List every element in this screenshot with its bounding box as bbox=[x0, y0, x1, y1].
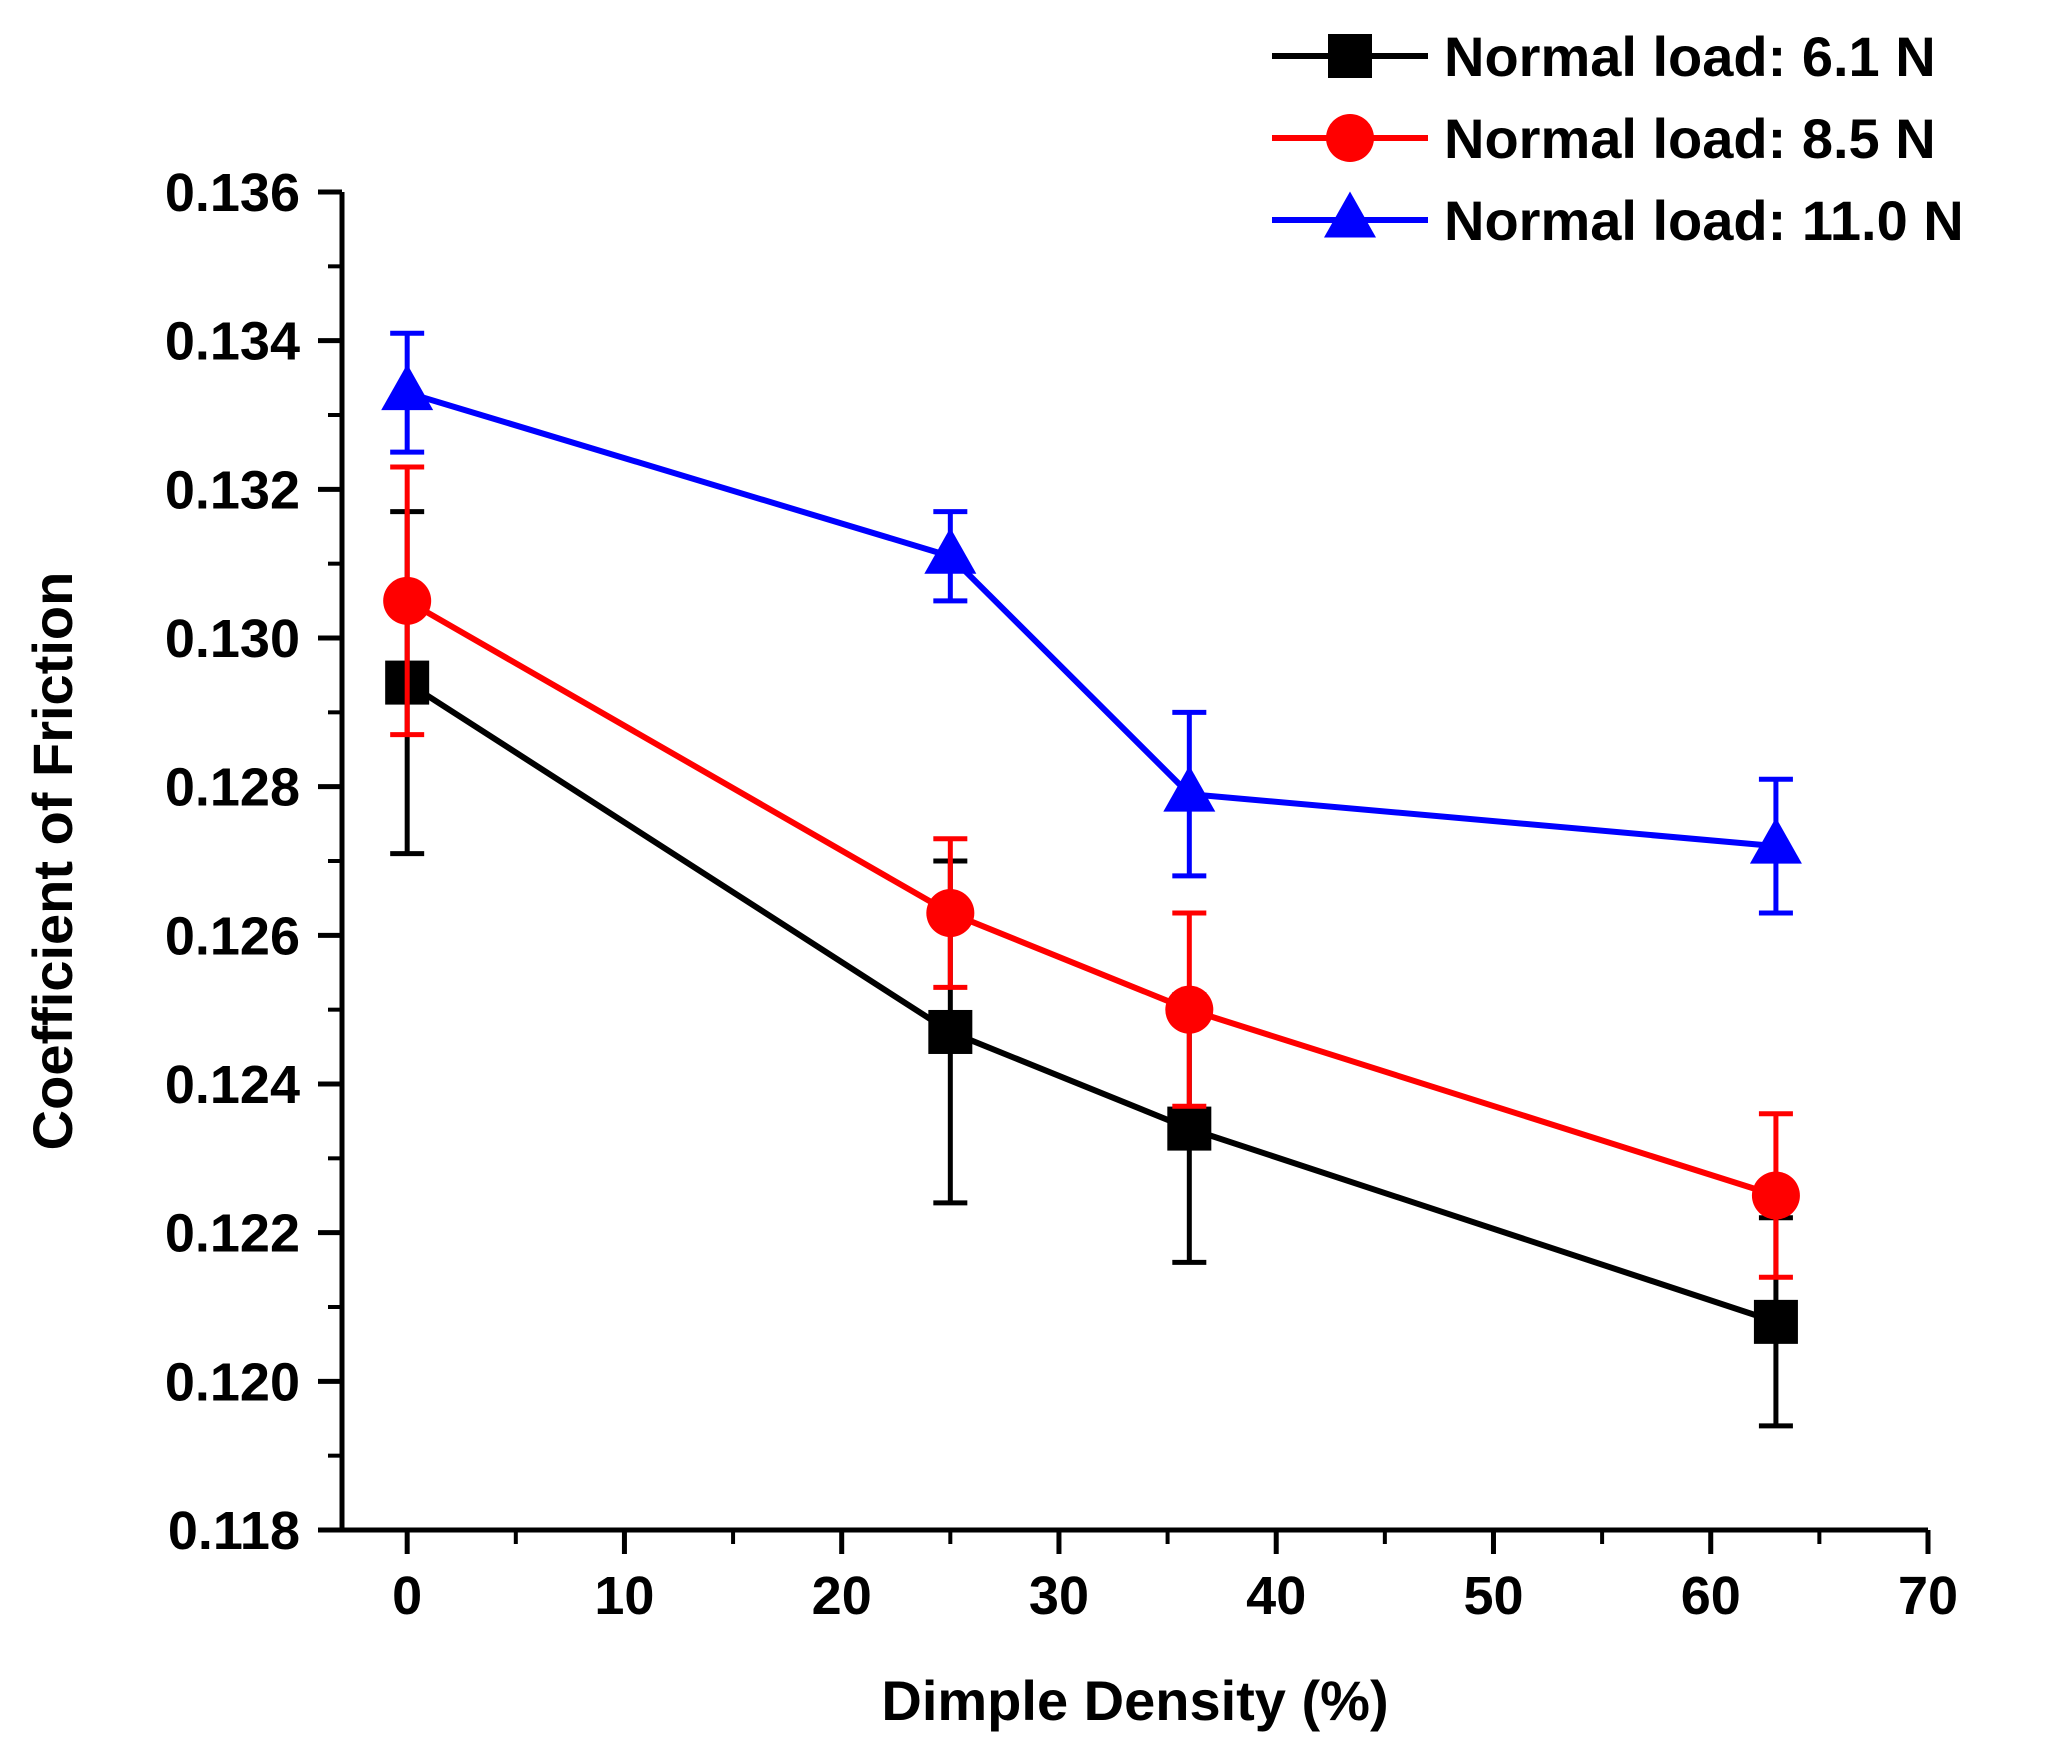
data-point bbox=[1167, 1106, 1212, 1151]
series-3 bbox=[381, 330, 1802, 916]
x-tick-label: 60 bbox=[1681, 1566, 1741, 1626]
y-tick-label: 0.132 bbox=[165, 460, 300, 520]
legend-item-1: Normal load: 6.1 N bbox=[1272, 25, 1936, 88]
x-axis-title: Dimple Density (%) bbox=[881, 1669, 1388, 1732]
legend-item-3: Normal load: 11.0 N bbox=[1272, 189, 1964, 252]
series-line bbox=[405, 598, 1777, 1199]
data-point bbox=[928, 1009, 973, 1054]
y-tick-label: 0.128 bbox=[165, 758, 300, 818]
data-point bbox=[1753, 1299, 1798, 1344]
y-tick-label: 0.122 bbox=[165, 1204, 300, 1264]
x-tick-label: 30 bbox=[1029, 1566, 1089, 1626]
x-tick-label: 20 bbox=[812, 1566, 872, 1626]
data-point bbox=[924, 527, 977, 574]
legend-marker bbox=[1324, 191, 1376, 238]
legend-label: Normal load: 11.0 N bbox=[1444, 189, 1964, 252]
series-layer bbox=[381, 330, 1802, 1429]
series-line bbox=[406, 389, 1777, 850]
y-tick-label: 0.134 bbox=[165, 312, 300, 372]
x-tick-label: 50 bbox=[1463, 1566, 1523, 1626]
data-point bbox=[1165, 985, 1214, 1034]
y-tick-label: 0.136 bbox=[165, 163, 300, 223]
tick-labels: 0 10 20 30 40 50 60 70 0.118 0.120 0.122 0.124 0.126… bbox=[165, 163, 1958, 1626]
legend-item-2: Normal load: 8.5 N bbox=[1272, 107, 1936, 170]
series-2 bbox=[383, 464, 1800, 1280]
legend-marker bbox=[1326, 114, 1374, 162]
legend: Normal load: 6.1 N Normal load: 8.5 N Norm… bbox=[1272, 25, 1964, 252]
y-tick-label: 0.130 bbox=[165, 609, 300, 669]
x-tick-label: 40 bbox=[1246, 1566, 1306, 1626]
data-point bbox=[1751, 1171, 1800, 1220]
data-point bbox=[1749, 817, 1802, 864]
axes bbox=[339, 192, 1928, 1533]
legend-label: Normal load: 8.5 N bbox=[1444, 107, 1936, 170]
x-tick-label: 0 bbox=[392, 1566, 422, 1626]
legend-marker bbox=[1328, 34, 1372, 78]
data-point bbox=[926, 889, 975, 938]
data-point bbox=[381, 364, 434, 411]
series-line bbox=[405, 680, 1777, 1325]
y-tick-label: 0.118 bbox=[168, 1501, 300, 1561]
legend-label: Normal load: 6.1 N bbox=[1444, 25, 1936, 88]
ticks bbox=[318, 189, 1931, 1554]
y-axis-title: Coefficient of Friction bbox=[21, 572, 84, 1151]
x-tick-label: 10 bbox=[594, 1566, 654, 1626]
x-tick-label: 70 bbox=[1898, 1566, 1958, 1626]
y-tick-label: 0.124 bbox=[165, 1055, 300, 1115]
y-tick-label: 0.120 bbox=[165, 1352, 300, 1412]
data-point bbox=[383, 576, 432, 625]
y-tick-label: 0.126 bbox=[165, 906, 300, 966]
data-point bbox=[1163, 765, 1216, 812]
